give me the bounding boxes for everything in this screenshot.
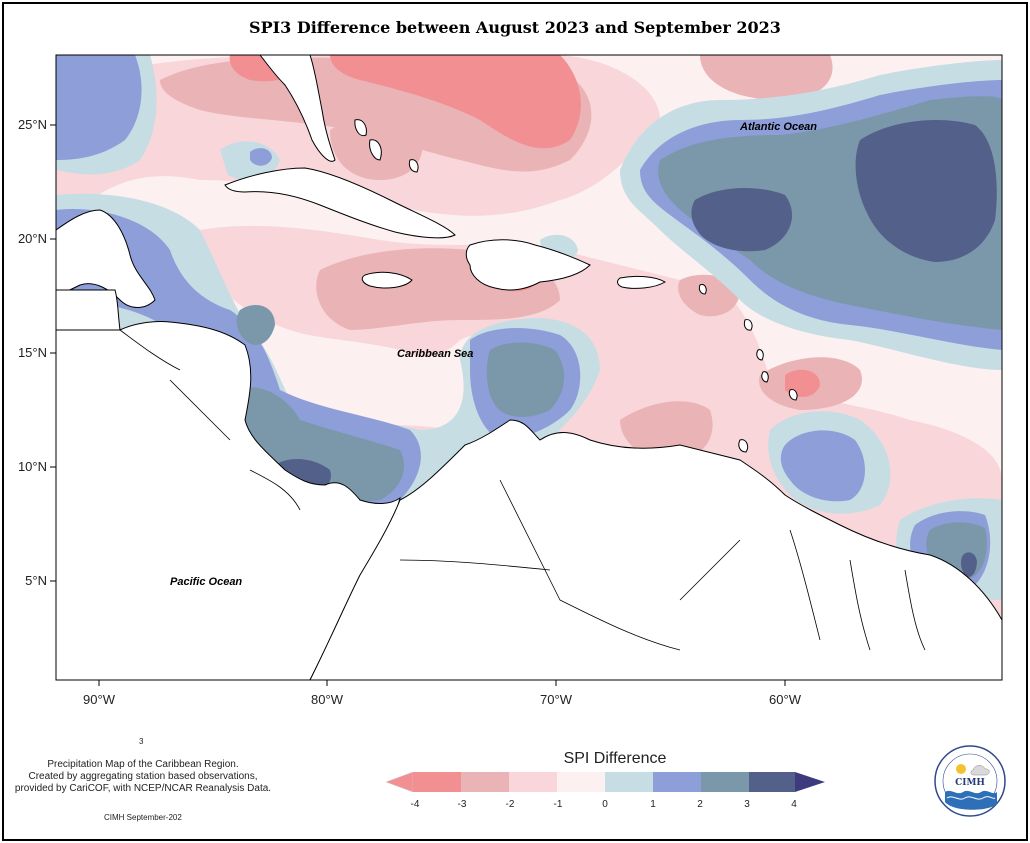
legend-swatch [605,772,653,792]
field-region [250,148,272,166]
legend-swatch [701,772,749,792]
border-line [904,569,926,651]
land-mexico [56,289,121,331]
lon-label: 90°W [83,692,116,707]
land-bahamas [369,139,382,161]
footnote-line: Created by aggregating station based obs… [28,771,258,782]
border-line [249,469,301,511]
land-bahamas [408,159,419,173]
legend-tick: -3 [458,799,467,810]
legend-arrow-low [385,771,414,793]
legend-tick: -1 [554,799,563,810]
legend-tick: 0 [602,799,608,810]
footnote-number: 3 [139,737,144,746]
lat-axis: 25°N 20°N 15°N 10°N 5°N [18,117,56,588]
lat-label: 25°N [18,117,47,132]
lat-label: 5°N [25,573,47,588]
legend-swatch [749,772,795,792]
lat-label: 20°N [18,231,47,246]
label-pacific-ocean: Pacific Ocean [170,576,242,588]
label-caribbean-sea: Caribbean Sea [397,348,473,360]
legend-tick: 4 [791,799,797,810]
land-puerto-rico [617,275,666,289]
lon-label: 60°W [769,692,802,707]
border-line [119,329,181,371]
land-yucatan [56,209,156,308]
land-island [698,284,707,295]
field-region [700,55,833,100]
field-region [330,55,581,149]
border-line [849,559,871,651]
label-atlantic-ocean: Atlantic Ocean [739,121,817,133]
land-south-america [309,419,1002,680]
credit-text: CIMH September-202 [104,813,182,822]
legend-swatch [461,772,509,792]
border-line [169,379,231,441]
land-island [738,439,749,453]
legend-swatch [653,772,701,792]
legend-swatch [509,772,557,792]
legend-colorbar: -4 -3 -2 -1 0 1 2 3 4 [385,771,825,810]
field-region [691,188,793,252]
field-region [960,552,977,577]
border-line [499,479,681,651]
lat-label: 10°N [18,459,47,474]
cimh-logo-icon [934,745,1006,817]
land-layer [56,55,1002,680]
field-region [236,305,275,345]
field-region [620,401,713,462]
legend-swatch [557,772,605,792]
land-bahamas [354,119,367,137]
border-line [679,539,741,601]
field-region [486,342,565,417]
land-island [756,349,764,361]
field-region [855,120,997,262]
lon-label: 70°W [540,692,573,707]
legend-tick: 1 [650,799,656,810]
land-island [788,389,798,401]
legend-title: SPI Difference [563,750,667,767]
land-island [761,371,769,383]
land-jamaica [361,271,413,289]
legend-swatch [413,772,461,792]
field-region [56,55,142,160]
land-island [743,319,753,331]
border-line [399,559,551,571]
border-line [789,529,821,641]
footnote-line: provided by CariCOF, with NCEP/NCAR Rean… [14,783,272,794]
footnote-line: Precipitation Map of the Caribbean Regio… [47,759,239,770]
legend-arrow-high [795,772,825,792]
map-title: SPI3 Difference between August 2023 and … [249,18,781,37]
legend-tick: 3 [744,799,750,810]
field-region [780,430,866,502]
legend-tick: 2 [697,799,703,810]
lon-axis: 90°W 80°W 70°W 60°W [83,680,802,707]
logo-text: CIMH [955,778,985,788]
lat-label: 15°N [18,345,47,360]
land-florida [259,55,336,162]
map-border [55,54,1003,681]
footnote: Precipitation Map of the Caribbean Regio… [8,759,278,795]
land-hispaniola [465,239,591,291]
lon-label: 80°W [311,692,344,707]
cimh-logo: CIMH [933,744,1007,818]
land-cuba [224,167,456,239]
legend-tick: -2 [506,799,515,810]
legend-tick: -4 [411,799,420,810]
borders-layer [119,329,926,651]
